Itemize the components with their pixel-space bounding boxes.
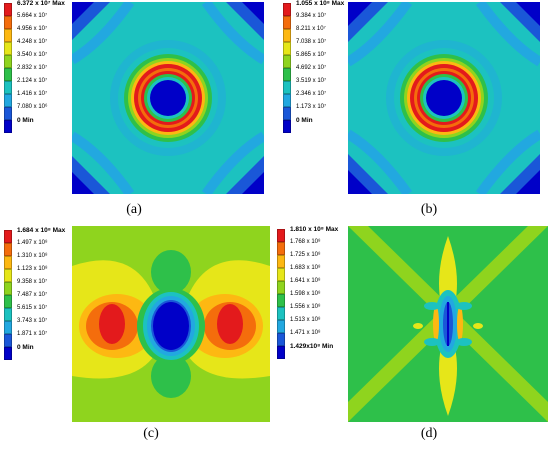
legend-swatch bbox=[277, 333, 285, 346]
legend-tick-label: 1.598 x 10⁸ bbox=[290, 291, 321, 297]
legend-swatch bbox=[283, 107, 291, 120]
panel-a: 6.372 x 10⁷ Max 5.664 x 10⁷ 4.956 x 10⁷ 4.2… bbox=[0, 0, 275, 224]
legend-swatch bbox=[283, 55, 291, 68]
legend-swatch bbox=[4, 269, 12, 282]
legend-tick-label: 7.038 x 10⁷ bbox=[296, 39, 327, 45]
legend-swatch bbox=[4, 282, 12, 295]
legend-swatch bbox=[4, 81, 12, 94]
legend-swatch bbox=[4, 94, 12, 107]
legend-swatch bbox=[4, 334, 12, 347]
legend-swatch bbox=[4, 68, 12, 81]
legend-swatch bbox=[4, 256, 12, 269]
legend-swatch bbox=[277, 320, 285, 333]
legend-swatch bbox=[4, 42, 12, 55]
legend-tick-label: 3.519 x 10⁷ bbox=[296, 78, 327, 84]
legend-swatch bbox=[4, 3, 12, 16]
legend-tick-label: 5.664 x 10⁷ bbox=[17, 13, 48, 19]
legend-swatch bbox=[4, 321, 12, 334]
legend-tick-label: 3.540 x 10⁷ bbox=[17, 52, 48, 58]
legend-swatch bbox=[4, 55, 12, 68]
legend-swatch bbox=[277, 229, 285, 242]
legend-swatch bbox=[277, 255, 285, 268]
legend-swatch bbox=[283, 3, 291, 16]
legend-tick-label: 1.429x10⁸ Min bbox=[290, 343, 334, 350]
legend-tick-label: 1.173 x 10⁷ bbox=[296, 104, 327, 110]
contour-plot-b bbox=[348, 2, 540, 194]
legend-tick-label: 6.372 x 10⁷ Max bbox=[17, 0, 65, 7]
caption-c: (c) bbox=[143, 426, 159, 441]
legend-tick-label: 5.865 x 10⁷ bbox=[296, 52, 327, 58]
legend-swatch bbox=[277, 294, 285, 307]
legend-tick-label: 1.683 x 10⁸ bbox=[290, 265, 321, 271]
legend-tick-label: 2.124 x 10⁷ bbox=[17, 78, 48, 84]
legend-swatch bbox=[283, 68, 291, 81]
panel-b: 1.055 x 10⁸ Max 9.384 x 10⁷ 8.211 x 10⁷ 7.0… bbox=[275, 0, 550, 224]
legend-swatch bbox=[277, 346, 285, 359]
legend-swatch bbox=[4, 29, 12, 42]
legend-swatch bbox=[283, 94, 291, 107]
legend-swatch bbox=[277, 242, 285, 255]
legend-tick-label: 0 Min bbox=[17, 117, 34, 124]
legend-tick-label: 4.692 x 10⁷ bbox=[296, 65, 327, 71]
legend-tick-label: 1.768 x 10⁸ bbox=[290, 239, 321, 245]
legend-swatch bbox=[4, 347, 12, 360]
caption-a: (a) bbox=[126, 202, 142, 217]
legend-swatch bbox=[4, 120, 12, 133]
legend-tick-label: 1.556 x 10⁸ bbox=[290, 304, 321, 310]
legend-tick-label: 1.471 x 10⁸ bbox=[290, 330, 321, 336]
legend-tick-label: 1.871 x 10⁷ bbox=[17, 331, 48, 337]
legend-tick-label: 1.810 x 10⁸ Max bbox=[290, 226, 339, 233]
legend-tick-label: 1.641 x 10⁸ bbox=[290, 278, 321, 284]
legend-tick-label: 9.358 x 10⁷ bbox=[17, 279, 48, 285]
legend-tick-label: 1.725 x 10⁸ bbox=[290, 252, 321, 258]
legend-tick-label: 1.684 x 10⁸ Max bbox=[17, 227, 66, 234]
legend-tick-label: 2.832 x 10⁷ bbox=[17, 65, 48, 71]
legend-swatch bbox=[4, 243, 12, 256]
legend-swatch bbox=[283, 29, 291, 42]
legend-tick-label: 4.248 x 10⁷ bbox=[17, 39, 48, 45]
legend-tick-label: 1.513 x 10⁸ bbox=[290, 317, 321, 323]
legend-tick-label: 3.743 x 10⁷ bbox=[17, 318, 48, 324]
legend-swatch bbox=[4, 295, 12, 308]
legend-swatch bbox=[283, 120, 291, 133]
contour-plot-c bbox=[72, 226, 270, 422]
legend-tick-label: 5.615 x 10⁷ bbox=[17, 305, 48, 311]
contour-plot-a bbox=[72, 2, 264, 194]
legend-tick-label: 1.055 x 10⁸ Max bbox=[296, 0, 345, 7]
caption-d: (d) bbox=[420, 426, 438, 441]
legend-swatch bbox=[277, 281, 285, 294]
legend-tick-label: 0 Min bbox=[17, 344, 34, 351]
legend-swatch bbox=[277, 307, 285, 320]
legend-tick-label: 7.080 x 10⁶ bbox=[17, 104, 48, 110]
legend-swatch bbox=[4, 16, 12, 29]
legend-swatch bbox=[277, 268, 285, 281]
legend-swatch bbox=[283, 42, 291, 55]
caption-b: (b) bbox=[420, 202, 438, 217]
legend-tick-label: 7.487 x 10⁷ bbox=[17, 292, 48, 298]
contour-plot-d bbox=[348, 226, 548, 422]
legend-tick-label: 1.310 x 10⁸ bbox=[17, 253, 48, 259]
legend-tick-label: 1.416 x 10⁷ bbox=[17, 91, 48, 97]
panel-d: 1.810 x 10⁸ Max 1.768 x 10⁸ 1.725 x 10⁸ 1.6… bbox=[275, 224, 550, 449]
legend-tick-label: 1.497 x 10⁸ bbox=[17, 240, 48, 246]
legend-tick-label: 0 Min bbox=[296, 117, 313, 124]
legend-swatch bbox=[4, 308, 12, 321]
legend-tick-label: 2.346 x 10⁷ bbox=[296, 91, 327, 97]
legend-swatch bbox=[4, 107, 12, 120]
legend-tick-label: 8.211 x 10⁷ bbox=[296, 26, 326, 32]
legend-swatch bbox=[4, 230, 12, 243]
legend-tick-label: 4.956 x 10⁷ bbox=[17, 26, 48, 32]
legend-swatch bbox=[283, 16, 291, 29]
legend-tick-label: 1.123 x 10⁸ bbox=[17, 266, 48, 272]
legend-tick-label: 9.384 x 10⁷ bbox=[296, 13, 327, 19]
legend-swatch bbox=[283, 81, 291, 94]
panel-c: 1.684 x 10⁸ Max 1.497 x 10⁸ 1.310 x 10⁸ 1.1… bbox=[0, 224, 275, 449]
